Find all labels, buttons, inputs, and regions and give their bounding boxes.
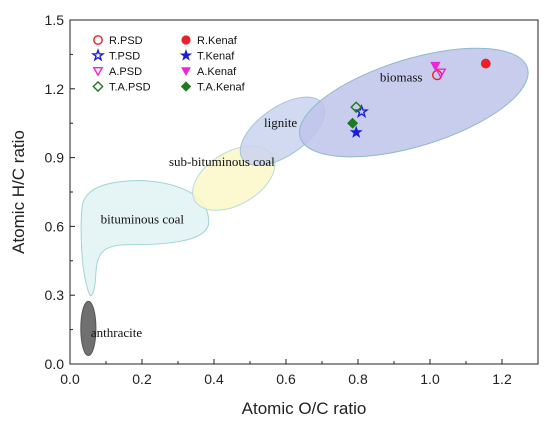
x-tick-label: 0.0 [60, 371, 80, 387]
legend-label-r-psd: R.PSD [109, 35, 143, 47]
legend: R.PSD T.PSD A.PSD T.A.PSD R.Kenaf T.Kenaf A.Ke… [90, 35, 246, 94]
y-tick-label: 0.3 [45, 287, 65, 303]
x-tick-label: 0.6 [276, 371, 296, 387]
region-label-sub-bituminous-coal: sub-bituminous coal [169, 154, 275, 169]
legend-marker-a-kenaf [181, 67, 191, 77]
x-tick-label: 0.4 [204, 371, 224, 387]
region-layer [80, 47, 529, 357]
legend-marker-r-kenaf [181, 35, 191, 45]
y-tick-label: 0.9 [45, 150, 65, 166]
region-label-biomass: biomass [380, 69, 423, 84]
legend-label-t-psd: T.PSD [109, 51, 140, 63]
legend-marker-r-psd [93, 35, 103, 45]
y-tick-label: 1.2 [45, 81, 65, 97]
tick-label-layer: 0.0 0.2 0.4 0.6 0.8 1.0 1.2 0.0 0.3 0.6 0.9 1.2 1.5 [45, 12, 512, 387]
region-label-layer: anthracite bituminous coal sub-bituminous … [91, 69, 423, 340]
x-axis-title: Atomic O/C ratio [242, 399, 367, 418]
legend-label-t-kenaf: T.Kenaf [197, 51, 235, 63]
legend-marker-a-psd [92, 66, 104, 77]
region-biomass [298, 47, 529, 158]
y-tick-label: 0.6 [45, 218, 65, 234]
legend-label-t-a-psd: T.A.PSD [109, 82, 151, 94]
y-tick-label: 1.5 [45, 12, 65, 28]
point-a-kenaf [430, 61, 441, 72]
point-a-psd [435, 68, 447, 79]
region-bituminous-coal [80, 180, 210, 297]
tick-layer [69, 19, 503, 365]
point-t-a-kenaf [347, 117, 359, 129]
x-tick-label: 0.2 [132, 371, 152, 387]
y-tick-label: 0.0 [45, 356, 65, 372]
legend-label-a-kenaf: A.Kenaf [197, 66, 237, 78]
x-tick-label: 0.8 [348, 371, 368, 387]
point-r-kenaf [480, 58, 491, 69]
marker-layer [347, 58, 491, 138]
region-anthracite [80, 300, 97, 357]
legend-marker-t-a-kenaf [180, 81, 192, 92]
legend-marker-t-a-psd [92, 80, 104, 93]
legend-label-t-a-kenaf: T.A.Kenaf [197, 82, 246, 94]
region-label-bituminous-coal: bituminous coal [101, 212, 185, 227]
y-axis-title: Atomic H/C ratio [9, 130, 28, 254]
legend-marker-t-kenaf [179, 49, 193, 61]
legend-label-a-psd: A.PSD [109, 66, 142, 78]
legend-marker-t-psd [90, 48, 106, 62]
point-t-a-psd [350, 101, 363, 114]
region-label-lignite: lignite [264, 115, 297, 130]
x-tick-label: 1.0 [420, 371, 440, 387]
region-label-anthracite: anthracite [91, 325, 142, 340]
legend-label-r-kenaf: R.Kenaf [197, 35, 238, 47]
x-tick-label: 1.2 [492, 371, 512, 387]
point-t-kenaf [349, 125, 363, 138]
